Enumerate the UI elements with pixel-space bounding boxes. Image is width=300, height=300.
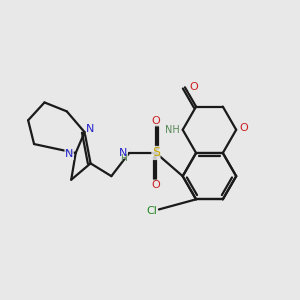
Text: N: N [86,124,95,134]
Text: O: O [152,116,160,126]
Text: S: S [152,146,160,160]
Text: N: N [65,149,73,160]
Text: H: H [120,154,127,163]
Text: NH: NH [165,125,180,135]
Text: N: N [119,148,128,158]
Text: O: O [190,82,198,92]
Text: O: O [239,123,248,133]
Text: Cl: Cl [146,206,157,216]
Text: O: O [152,180,160,190]
